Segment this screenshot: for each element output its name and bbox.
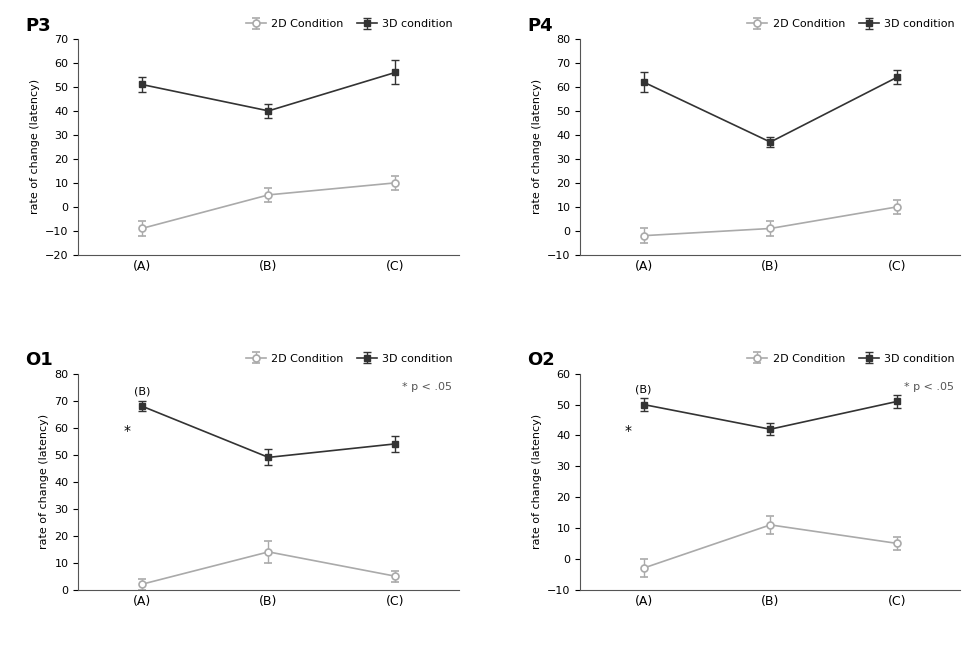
Text: P3: P3 [25,17,51,34]
Text: (B): (B) [133,386,150,397]
Text: O2: O2 [527,351,555,369]
Text: (B): (B) [635,384,652,394]
Text: * p < .05: * p < .05 [402,382,452,392]
Legend: 2D Condition, 3D condition: 2D Condition, 3D condition [246,19,453,29]
Text: O1: O1 [25,351,53,369]
Text: *: * [625,424,632,437]
Y-axis label: rate of change (latency): rate of change (latency) [29,79,39,214]
Y-axis label: rate of change (latency): rate of change (latency) [531,79,542,214]
Text: * p < .05: * p < .05 [905,382,955,392]
Text: P4: P4 [527,17,553,34]
Legend: 2D Condition, 3D condition: 2D Condition, 3D condition [748,19,955,29]
Legend: 2D Condition, 3D condition: 2D Condition, 3D condition [748,354,955,364]
Text: *: * [123,424,130,439]
Y-axis label: rate of change (latency): rate of change (latency) [531,414,542,550]
Legend: 2D Condition, 3D condition: 2D Condition, 3D condition [246,354,453,364]
Y-axis label: rate of change (latency): rate of change (latency) [39,414,49,550]
